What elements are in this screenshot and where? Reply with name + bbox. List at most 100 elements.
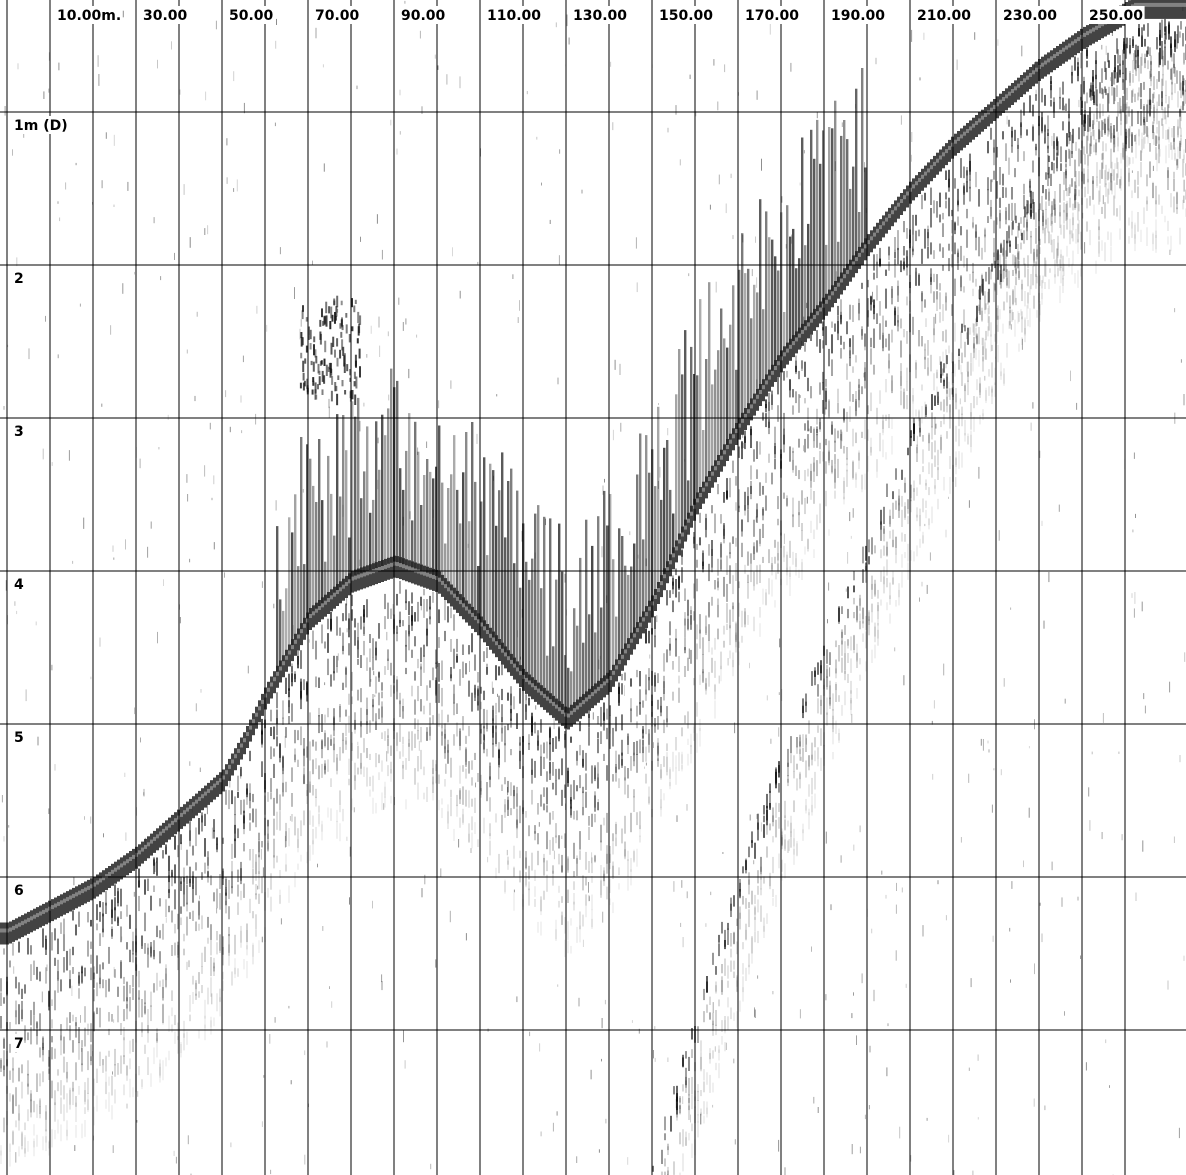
subbottom-sample — [471, 832, 473, 849]
bottom-return — [783, 346, 786, 369]
subbottom-sample — [12, 1057, 14, 1071]
noise-speckle — [233, 188, 235, 192]
noise-speckle — [756, 277, 758, 288]
subbottom-sample — [666, 752, 668, 772]
subbottom-sample — [678, 752, 680, 772]
subbottom-sample — [474, 688, 476, 695]
vegetation-return — [600, 607, 603, 687]
subbottom-sample — [114, 907, 116, 922]
subbottom-sample — [123, 1027, 125, 1041]
secondary-return-sample — [877, 619, 879, 626]
subbottom-sample — [537, 850, 539, 866]
subbottom-sample — [744, 564, 746, 574]
secondary-return-sample — [817, 759, 819, 767]
subbottom-sample — [126, 981, 128, 1002]
subbottom-sample — [417, 756, 419, 772]
secondary-return-sample — [916, 447, 918, 462]
subbottom-sample — [0, 1060, 2, 1069]
subbottom-sample — [474, 654, 476, 671]
secondary-return-sample — [676, 1085, 678, 1102]
subbottom-sample — [777, 541, 779, 561]
noise-speckle — [405, 318, 407, 325]
subbottom-sample — [180, 881, 182, 891]
subbottom-sample — [849, 338, 851, 347]
secondary-return-sample — [1129, 73, 1131, 86]
noise-speckle — [199, 767, 201, 772]
bottom-line — [258, 706, 261, 711]
subbottom-sample — [891, 288, 893, 298]
vegetation-return — [345, 450, 348, 584]
subbottom-sample — [807, 407, 809, 420]
subbottom-sample — [777, 518, 779, 526]
subbottom-sample — [600, 731, 602, 744]
subbottom-sample — [462, 814, 464, 825]
subbottom-sample — [903, 388, 905, 409]
bottom-line — [240, 743, 243, 748]
noise-speckle — [604, 999, 606, 1005]
subbottom-sample — [849, 339, 851, 356]
subbottom-sample — [603, 817, 605, 826]
subbottom-sample — [747, 509, 749, 523]
subbottom-sample — [783, 492, 785, 499]
bottom-return — [279, 660, 282, 683]
subbottom-sample — [309, 712, 311, 724]
fish-return — [351, 298, 353, 308]
noise-speckle — [366, 354, 368, 358]
subbottom-sample — [693, 536, 695, 544]
subbottom-sample — [540, 756, 542, 776]
subbottom-sample — [498, 742, 500, 759]
bottom-line — [162, 828, 165, 833]
subbottom-sample — [684, 612, 686, 626]
subbottom-sample — [207, 916, 209, 928]
secondary-return-sample — [754, 905, 756, 920]
bottom-return — [708, 471, 711, 493]
secondary-return-sample — [886, 483, 888, 497]
secondary-return-sample — [1156, 136, 1158, 144]
subbottom-sample — [825, 390, 827, 410]
bottom-return — [516, 661, 519, 684]
subbottom-sample — [414, 699, 416, 715]
noise-speckle — [937, 880, 939, 885]
noise-speckle — [811, 946, 812, 952]
secondary-return-sample — [1009, 310, 1011, 326]
secondary-return-sample — [697, 1084, 699, 1093]
subbottom-sample — [876, 407, 878, 425]
subbottom-sample — [840, 314, 842, 325]
secondary-return-sample — [1078, 171, 1080, 187]
subbottom-sample — [462, 765, 464, 772]
secondary-return-sample — [814, 667, 816, 686]
subbottom-sample — [867, 317, 869, 327]
noise-speckle — [825, 994, 827, 1001]
secondary-return-sample — [982, 356, 984, 372]
secondary-return-sample — [1027, 200, 1029, 214]
noise-speckle — [90, 816, 92, 824]
secondary-return-sample — [1048, 188, 1050, 206]
noise-speckle — [931, 720, 933, 725]
bottom-line — [798, 333, 801, 338]
noise-speckle — [165, 917, 167, 923]
secondary-return-sample — [787, 820, 789, 827]
noise-speckle — [1077, 896, 1079, 901]
bottom-line — [729, 439, 732, 444]
subbottom-sample — [942, 331, 944, 342]
bottom-line — [12, 925, 15, 930]
subbottom-sample — [309, 781, 311, 793]
subbottom-sample — [195, 980, 197, 996]
secondary-return-sample — [928, 518, 930, 526]
secondary-return-sample — [997, 344, 999, 363]
subbottom-sample — [840, 311, 842, 323]
bottom-line — [336, 590, 339, 594]
secondary-return-sample — [817, 684, 819, 697]
subbottom-sample — [183, 1020, 185, 1038]
fish-return — [312, 380, 315, 386]
subbottom-sample — [270, 778, 272, 793]
subbottom-sample — [498, 749, 500, 759]
subbottom-sample — [906, 395, 908, 410]
subbottom-sample — [921, 194, 923, 210]
secondary-return-sample — [718, 934, 720, 943]
subbottom-sample — [570, 799, 572, 809]
bottom-return — [210, 780, 213, 803]
bottom-return — [339, 581, 342, 604]
bottom-return — [618, 654, 621, 677]
noise-speckle — [388, 394, 390, 401]
